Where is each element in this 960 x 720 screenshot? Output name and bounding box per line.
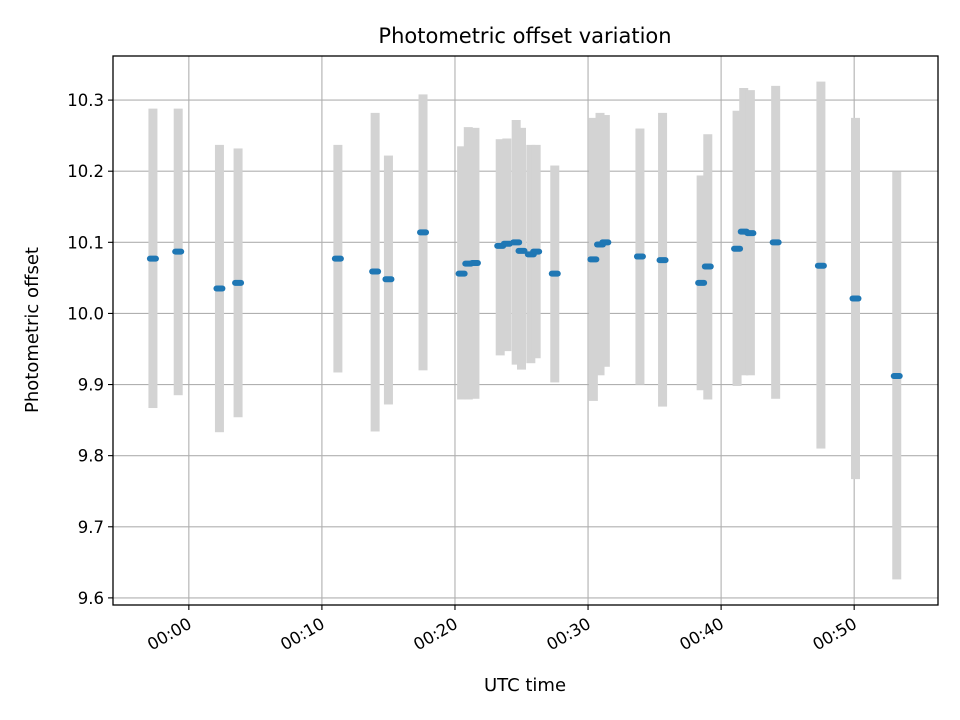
y-tick-label: 9.7 bbox=[78, 518, 104, 537]
data-point bbox=[455, 270, 468, 277]
data-point bbox=[849, 295, 862, 302]
plot-frame bbox=[112, 55, 939, 606]
x-tick-label: 00:20 bbox=[410, 614, 461, 654]
y-axis-label: Photometric offset bbox=[22, 247, 43, 413]
data-point bbox=[890, 373, 903, 380]
data-point bbox=[633, 253, 646, 260]
y-tick-label: 10.2 bbox=[67, 162, 104, 181]
data-point bbox=[172, 248, 185, 255]
y-tick-label: 10.0 bbox=[67, 304, 104, 323]
data-point bbox=[814, 262, 827, 269]
data-point bbox=[331, 255, 344, 262]
data-point bbox=[731, 245, 744, 252]
data-point bbox=[213, 285, 226, 292]
data-point bbox=[695, 279, 708, 286]
y-tick-label: 10.3 bbox=[67, 91, 104, 110]
data-point bbox=[656, 257, 669, 264]
point-layer bbox=[146, 228, 903, 380]
x-tick-label: 00:50 bbox=[809, 614, 860, 654]
data-point bbox=[515, 247, 528, 254]
data-point bbox=[587, 256, 600, 263]
x-axis-label: UTC time bbox=[484, 675, 566, 696]
y-tick-label: 9.6 bbox=[78, 589, 104, 608]
y-tick-label: 10.1 bbox=[67, 233, 104, 252]
x-tick-label: 00:10 bbox=[277, 614, 328, 654]
data-point bbox=[232, 279, 245, 286]
data-point bbox=[468, 259, 481, 266]
y-tick-label: 9.9 bbox=[78, 376, 104, 395]
data-point bbox=[369, 268, 382, 275]
x-tick-label: 00:40 bbox=[676, 614, 727, 654]
x-tick-label: 00:00 bbox=[144, 614, 195, 654]
data-point bbox=[744, 230, 757, 237]
data-point bbox=[548, 270, 561, 277]
data-point bbox=[530, 248, 543, 255]
chart-title: Photometric offset variation bbox=[378, 24, 671, 48]
data-point bbox=[510, 239, 523, 246]
data-point bbox=[146, 255, 159, 262]
y-tick-label: 9.8 bbox=[78, 447, 104, 466]
data-point bbox=[769, 239, 782, 246]
x-tick-label: 00:30 bbox=[543, 614, 594, 654]
data-point bbox=[382, 276, 395, 283]
data-point bbox=[417, 229, 430, 236]
data-point bbox=[701, 263, 714, 270]
data-point bbox=[500, 240, 513, 247]
data-point bbox=[599, 239, 612, 246]
